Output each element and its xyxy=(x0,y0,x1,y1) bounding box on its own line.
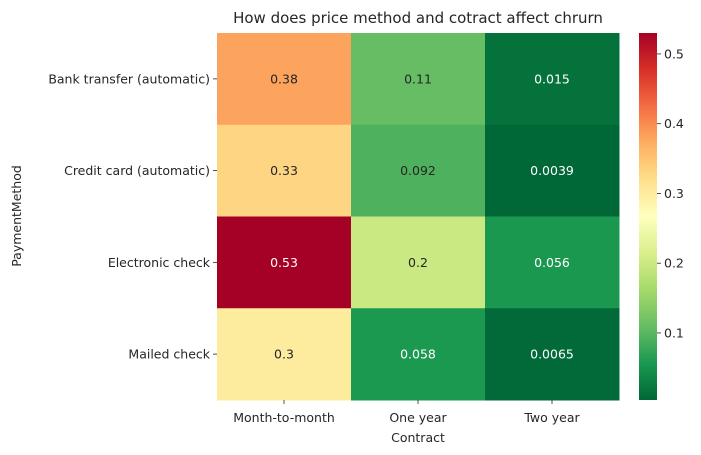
colorbar-ticks: 0.1 0.2 0.3 0.4 0.5 xyxy=(657,46,684,340)
colorbar-tick-label: 0.5 xyxy=(664,46,684,61)
y-axis-label: PaymentMethod xyxy=(9,165,24,267)
cell-value-label: 0.0065 xyxy=(530,347,574,362)
cell-value-label: 0.11 xyxy=(404,71,432,86)
cell-value-label: 0.38 xyxy=(270,71,298,86)
heatmap-cell xyxy=(217,308,352,401)
colorbar-tick-label: 0.4 xyxy=(664,116,684,131)
y-axis-ticks: Bank transfer (automatic) Credit card (au… xyxy=(48,71,217,362)
y-tick-label: Electronic check xyxy=(108,255,211,270)
heatmap-cell xyxy=(351,33,486,126)
y-tick-label: Credit card (automatic) xyxy=(64,163,210,178)
x-tick-label: One year xyxy=(389,410,447,425)
heatmap-cell xyxy=(217,33,352,126)
cell-value-label: 0.015 xyxy=(534,71,570,86)
chart-title: How does price method and cotract affect… xyxy=(233,9,603,27)
heatmap-cell xyxy=(485,124,620,217)
cell-value-label: 0.0039 xyxy=(530,163,574,178)
heatmap-cell xyxy=(485,308,620,401)
cell-value-label: 0.2 xyxy=(408,255,428,270)
cell-value-label: 0.33 xyxy=(270,163,298,178)
x-axis-label: Contract xyxy=(391,430,445,445)
cell-value-label: 0.53 xyxy=(270,255,298,270)
cell-value-label: 0.056 xyxy=(534,255,570,270)
heatmap-cell xyxy=(351,124,486,217)
heatmap-cell xyxy=(485,33,620,126)
y-tick-label: Mailed check xyxy=(128,347,210,362)
colorbar xyxy=(639,33,657,400)
y-tick-label: Bank transfer (automatic) xyxy=(48,71,210,86)
colorbar-tick-label: 0.3 xyxy=(664,186,684,201)
cell-value-label: 0.058 xyxy=(400,347,436,362)
heatmap-cell xyxy=(351,308,486,401)
heatmap-cell-labels: 0.38 0.11 0.015 0.33 0.092 0.0039 0.53 0.2 0.056… xyxy=(270,71,574,361)
x-axis-ticks: Month-to-month One year Two year xyxy=(233,400,581,425)
colorbar-tick-label: 0.2 xyxy=(664,256,684,271)
cell-value-label: 0.092 xyxy=(400,163,436,178)
cell-value-label: 0.3 xyxy=(274,347,294,362)
heatmap-cell xyxy=(217,216,352,309)
colorbar-tick-label: 0.1 xyxy=(664,325,684,340)
x-tick-label: Two year xyxy=(523,410,580,425)
heatmap-cell xyxy=(217,124,352,217)
heatmap-cell xyxy=(485,216,620,309)
heatmap-cells xyxy=(217,33,620,401)
x-tick-label: Month-to-month xyxy=(233,410,335,425)
heatmap-cell xyxy=(351,216,486,309)
